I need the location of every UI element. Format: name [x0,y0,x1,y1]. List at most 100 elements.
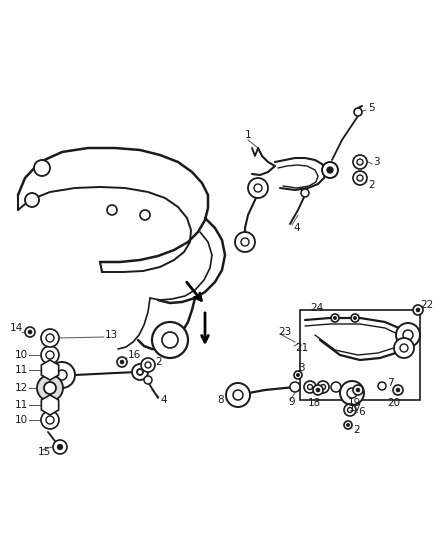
Text: 2: 2 [155,357,162,367]
Circle shape [233,390,243,400]
Text: 14: 14 [10,323,23,333]
Circle shape [322,162,338,178]
Circle shape [346,424,350,426]
Circle shape [140,210,150,220]
Circle shape [45,365,55,375]
Circle shape [248,178,268,198]
Circle shape [353,155,367,169]
Text: 12: 12 [15,383,28,393]
Text: 1: 1 [245,130,251,140]
Circle shape [25,327,35,337]
Text: 18: 18 [307,398,321,408]
Circle shape [347,408,353,413]
Text: 15: 15 [38,447,51,457]
Circle shape [353,171,367,185]
Circle shape [396,323,420,347]
Circle shape [331,314,339,322]
Circle shape [294,371,302,379]
Circle shape [321,384,325,390]
Circle shape [25,193,39,207]
Text: 10: 10 [15,415,28,425]
Circle shape [416,308,420,312]
Circle shape [107,205,117,215]
Circle shape [357,175,363,181]
Circle shape [45,400,55,410]
Text: 6: 6 [358,407,364,417]
Text: 9: 9 [288,397,295,407]
Text: 21: 21 [295,343,308,353]
Circle shape [316,388,320,392]
Circle shape [394,338,414,358]
Circle shape [152,322,188,358]
Circle shape [44,382,56,394]
Polygon shape [41,360,59,380]
Circle shape [378,382,386,390]
Circle shape [347,388,357,398]
Circle shape [331,382,341,392]
Text: 3: 3 [373,157,380,167]
Circle shape [41,411,59,429]
Circle shape [413,305,423,315]
Polygon shape [41,395,59,415]
Circle shape [226,383,250,407]
Circle shape [400,344,408,352]
Circle shape [120,360,124,364]
Circle shape [57,445,63,449]
Circle shape [357,159,363,165]
Circle shape [351,314,359,322]
Text: 11: 11 [15,365,28,375]
Circle shape [344,404,356,416]
Circle shape [344,421,352,429]
Circle shape [117,357,127,367]
Text: 8: 8 [217,395,224,405]
Circle shape [340,381,364,405]
Bar [300,310,420,400]
Circle shape [37,375,63,401]
Circle shape [313,385,323,395]
Circle shape [254,184,262,192]
Circle shape [132,364,148,380]
Text: 20: 20 [388,398,401,408]
Circle shape [393,385,403,395]
Circle shape [34,160,50,176]
Circle shape [46,351,54,359]
Circle shape [145,362,151,368]
Circle shape [327,167,333,173]
Circle shape [41,346,59,364]
Circle shape [41,329,59,347]
Circle shape [353,385,363,395]
Text: 7: 7 [387,378,394,388]
Circle shape [307,384,312,390]
Circle shape [57,370,67,380]
Circle shape [353,317,357,319]
Text: 4: 4 [293,223,300,233]
Text: 5: 5 [368,103,374,113]
Text: 2: 2 [368,180,374,190]
Circle shape [354,108,362,116]
Circle shape [144,376,152,384]
Text: 17: 17 [348,403,362,413]
Circle shape [290,382,300,392]
Circle shape [53,440,67,454]
Text: 19: 19 [347,398,360,408]
Circle shape [396,388,400,392]
Text: 2: 2 [353,425,360,435]
Text: 22: 22 [420,300,433,310]
Text: 16: 16 [128,350,141,360]
Circle shape [235,232,255,252]
Text: 24: 24 [310,303,323,313]
Circle shape [356,388,360,392]
Circle shape [334,317,336,319]
Text: 4: 4 [160,395,166,405]
Text: 23: 23 [278,327,291,337]
Circle shape [304,381,316,393]
Text: 13: 13 [105,330,118,340]
Circle shape [403,330,413,340]
Circle shape [46,416,54,424]
Circle shape [28,330,32,334]
Text: 10: 10 [15,350,28,360]
Circle shape [297,374,300,376]
Circle shape [162,332,178,348]
Circle shape [49,362,75,388]
Circle shape [317,381,329,393]
